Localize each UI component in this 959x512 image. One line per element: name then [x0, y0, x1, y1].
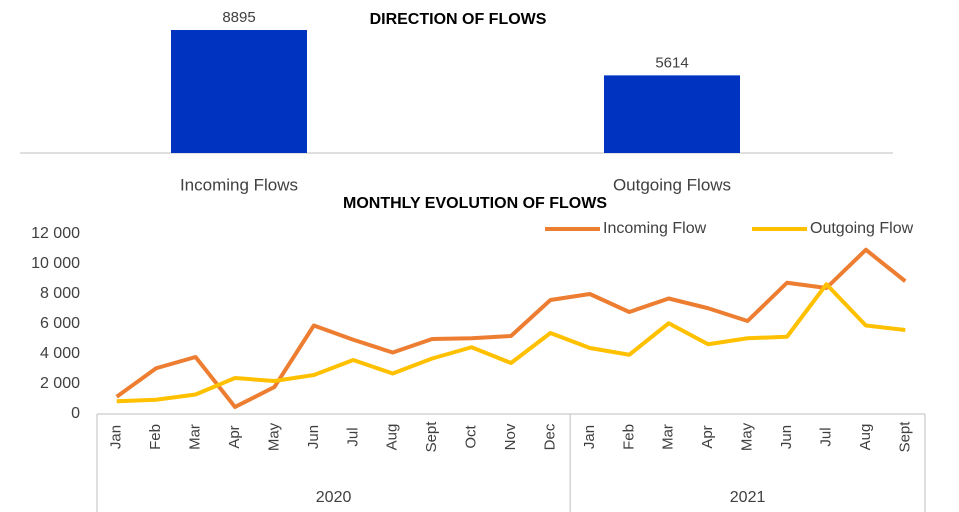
x-tick-label: Jan	[581, 425, 598, 449]
x-tick-label: Jul	[817, 427, 834, 446]
group-label: 2020	[316, 489, 352, 506]
chart-title: MONTHLY EVOLUTION OF FLOWS	[343, 195, 607, 212]
bar	[604, 75, 740, 153]
x-tick-label: Nov	[502, 423, 519, 450]
line-series	[116, 282, 906, 404]
value-label: 8895	[222, 9, 255, 26]
x-tick-label: Incoming Flows	[180, 175, 298, 194]
x-tick-label: Mar	[187, 424, 204, 450]
x-tick-label: Jul	[344, 427, 361, 446]
x-tick-label: Jan	[108, 425, 125, 449]
y-tick-label: 2 000	[40, 375, 80, 392]
x-tick-label: Apr	[699, 425, 716, 448]
value-label: 5614	[655, 54, 688, 71]
x-tick-label: Sept	[423, 421, 440, 453]
x-tick-label: Dec	[541, 423, 558, 450]
y-tick-label: 12 000	[31, 225, 80, 242]
x-tick-label: Jun	[305, 425, 322, 449]
group-label: 2021	[730, 489, 766, 506]
y-tick-label: 10 000	[31, 255, 80, 272]
x-tick-label: Outgoing Flows	[613, 175, 731, 194]
y-tick-label: 6 000	[40, 315, 80, 332]
x-tick-label: May	[265, 422, 282, 451]
x-tick-label: May	[739, 422, 756, 451]
x-tick-label: Mar	[660, 424, 677, 450]
y-tick-label: 0	[71, 405, 80, 422]
bar	[171, 30, 307, 153]
x-tick-label: Feb	[147, 424, 164, 450]
x-tick-label: Aug	[384, 424, 401, 451]
x-tick-label: Sept	[896, 421, 913, 453]
x-tick-label: Aug	[857, 424, 874, 451]
x-tick-label: Feb	[620, 424, 637, 450]
line-series	[115, 247, 907, 409]
chart-title: DIRECTION OF FLOWS	[370, 11, 547, 28]
x-tick-label: Apr	[226, 425, 243, 448]
legend-label: Outgoing Flow	[810, 220, 914, 237]
y-tick-label: 4 000	[40, 345, 80, 362]
x-tick-label: Oct	[463, 425, 480, 449]
x-tick-label: Jun	[778, 425, 795, 449]
y-tick-label: 8 000	[40, 285, 80, 302]
legend-label: Incoming Flow	[603, 220, 707, 237]
